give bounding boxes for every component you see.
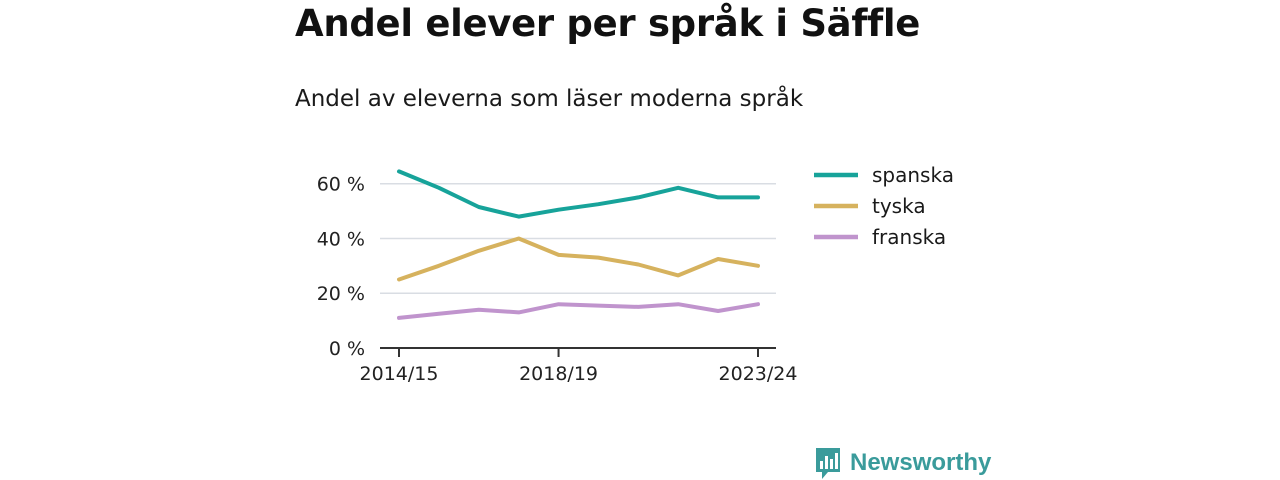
y-tick-label: 20 %	[317, 283, 365, 305]
series-line-franska	[397, 302, 760, 320]
line-chart: 0 % 20 % 40 % 60 % 2014/15 2018/19 2023/24 sp…	[317, 163, 954, 385]
legend-label-tyska: tyska	[872, 194, 926, 218]
y-tick-label: 0 %	[329, 338, 365, 360]
y-tick-label: 60 %	[317, 174, 365, 196]
legend: spanska tyska franska	[814, 163, 954, 249]
series-line-tyska	[397, 236, 760, 282]
chart-title: Andel elever per språk i Säffle	[295, 2, 921, 45]
x-tick-label: 2018/19	[519, 363, 598, 385]
x-tick-label: 2014/15	[360, 363, 439, 385]
series-lines	[397, 169, 760, 320]
brand-logo: Newsworthy	[814, 446, 991, 480]
chart-subtitle: Andel av eleverna som läser moderna språ…	[295, 86, 804, 112]
y-tick-label: 40 %	[317, 228, 365, 250]
series-line-spanska	[397, 169, 760, 219]
legend-label-franska: franska	[872, 225, 946, 249]
x-axis: 2014/15 2018/19 2023/24	[360, 347, 798, 385]
brand-name: Newsworthy	[850, 449, 992, 476]
x-tick-label: 2023/24	[719, 363, 798, 385]
gridlines	[380, 182, 776, 294]
legend-label-spanska: spanska	[872, 163, 954, 187]
y-axis: 0 % 20 % 40 % 60 %	[317, 174, 365, 360]
newsworthy-logo-icon	[816, 448, 840, 479]
